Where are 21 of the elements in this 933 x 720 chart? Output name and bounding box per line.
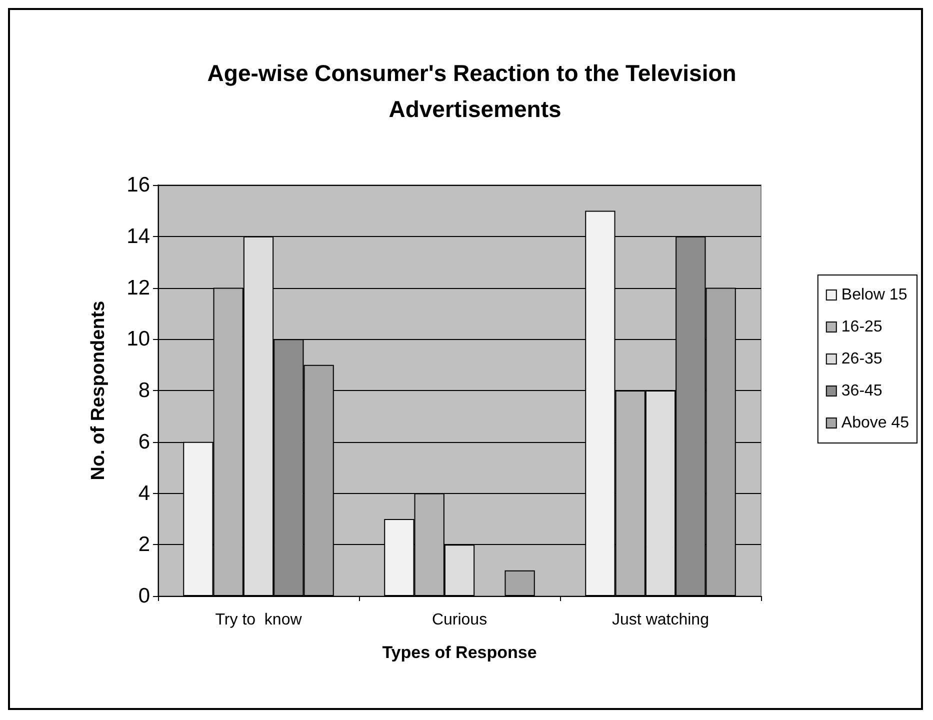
y-tick-label: 12 bbox=[126, 276, 150, 300]
x-tick-label: Just watching bbox=[612, 612, 709, 628]
chart-title: Age-wise Consumer's Reaction to the Television Advertisements bbox=[207, 60, 743, 122]
x-tick-label: Curious bbox=[432, 612, 488, 628]
y-axis-title: No. of Respondents bbox=[88, 300, 109, 480]
x-tick-label: Try to know bbox=[215, 612, 302, 628]
y-tick-label: 14 bbox=[126, 224, 150, 248]
y-tick-label: 0 bbox=[138, 584, 150, 608]
y-tick-label: 10 bbox=[126, 328, 150, 351]
y-tick-label: 6 bbox=[138, 430, 150, 454]
y-tick-label: 4 bbox=[138, 482, 150, 505]
y-tick-label: 8 bbox=[138, 379, 150, 402]
legend-label: 26-35 bbox=[841, 350, 882, 368]
legend-label: Below 15 bbox=[841, 286, 908, 304]
y-tick-label: 16 bbox=[126, 174, 150, 196]
legend-label: 16-25 bbox=[841, 318, 882, 336]
y-tick-label: 2 bbox=[138, 533, 150, 556]
legend-label: 36-45 bbox=[841, 382, 882, 400]
legend-label: Above 45 bbox=[841, 414, 910, 432]
x-axis-title: Types of Response bbox=[382, 643, 537, 662]
bar bbox=[504, 570, 535, 596]
